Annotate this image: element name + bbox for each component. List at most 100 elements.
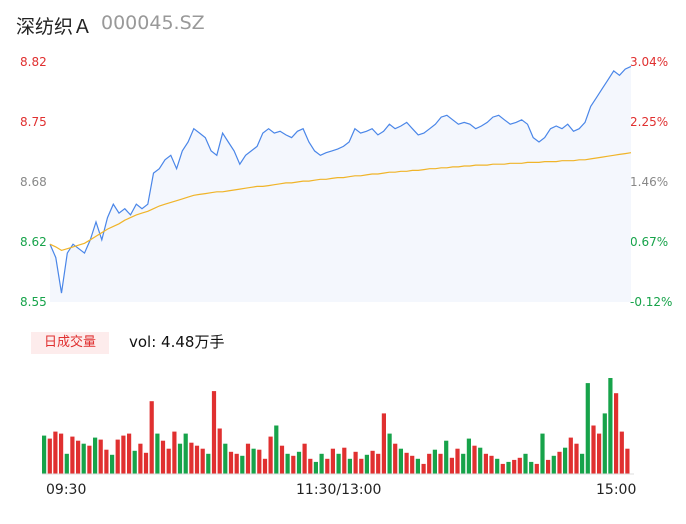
volume-bar — [512, 459, 517, 474]
volume-bar — [568, 437, 573, 474]
volume-bar — [127, 433, 132, 474]
volume-bar — [342, 447, 347, 474]
volume-bar — [602, 413, 607, 474]
volume-bar — [268, 436, 273, 474]
volume-bar — [466, 438, 471, 474]
volume-bar — [155, 433, 160, 474]
volume-bar — [444, 440, 449, 474]
volume-bar — [285, 453, 290, 474]
volume-bar — [404, 452, 409, 474]
volume-bar — [228, 451, 234, 474]
volume-bar — [336, 453, 341, 474]
volume-bar — [546, 459, 551, 474]
volume-bar — [110, 454, 115, 474]
volume-bar — [240, 455, 245, 474]
volume-bar — [410, 455, 415, 474]
volume-bar — [313, 461, 318, 474]
volume-bar — [500, 463, 505, 474]
price-tick-label-0: 8.82 — [20, 55, 47, 69]
volume-bar — [223, 443, 228, 474]
volume-bar — [330, 448, 335, 474]
volume-bar — [234, 453, 239, 474]
volume-bar — [251, 448, 256, 474]
time-label-close: 15:00 — [596, 482, 637, 498]
volume-bar — [472, 445, 477, 474]
volume-bar — [217, 428, 222, 474]
volume-bar — [551, 455, 556, 474]
volume-bar — [262, 458, 268, 474]
volume-bar — [149, 401, 154, 474]
volume-bar — [42, 435, 47, 474]
volume-bar — [393, 443, 398, 474]
pct-tick-label-4: -0.12% — [630, 295, 673, 309]
volume-bar — [495, 458, 500, 474]
volume-bar — [206, 453, 211, 474]
time-label-open: 09:30 — [46, 482, 87, 498]
volume-bar — [608, 378, 613, 474]
volume-bar — [189, 442, 194, 474]
volume-bar — [585, 383, 590, 474]
volume-bar — [574, 443, 579, 474]
volume-bar — [438, 453, 443, 474]
volume-bar — [529, 461, 534, 474]
volume-bar — [81, 443, 86, 474]
volume-bar — [183, 433, 188, 474]
volume-bar — [381, 413, 386, 474]
volume-bar — [364, 454, 369, 474]
volume-bar — [591, 425, 596, 474]
pct-tick-label-0: 3.04% — [630, 55, 669, 69]
volume-bar — [166, 448, 171, 474]
volume-bar — [93, 437, 98, 474]
volume-bar — [70, 436, 75, 474]
volume-bar — [200, 448, 205, 474]
volume-bar — [359, 458, 364, 474]
volume-bar — [47, 438, 52, 474]
volume-bar — [580, 453, 585, 474]
volume-bar — [478, 447, 483, 474]
volume-bar — [523, 453, 528, 474]
volume-bar — [64, 453, 69, 474]
stock-name: 深纺织Ａ — [16, 16, 93, 38]
price-tick-label-2: 8.68 — [20, 175, 47, 189]
volume-badge[interactable]: 日成交量 — [31, 332, 109, 354]
volume-bar — [274, 425, 279, 474]
volume-bar — [625, 448, 630, 474]
volume-bar — [370, 450, 375, 474]
volume-bar — [619, 431, 624, 474]
pct-tick-label-3: 0.67% — [630, 235, 669, 249]
volume-bar — [557, 451, 562, 474]
price-tick-label-4: 8.55 — [20, 295, 47, 309]
pct-tick-label-2: 1.46% — [630, 175, 669, 189]
volume-bar — [614, 393, 619, 474]
volume-bar — [177, 443, 183, 474]
volume-bar — [291, 455, 296, 474]
time-label-mid: 11:30/13:00 — [296, 482, 382, 498]
volume-bar — [540, 433, 545, 474]
volume-bar — [257, 449, 262, 474]
volume-bar — [138, 443, 143, 474]
volume-bar — [489, 455, 494, 474]
volume-bar — [387, 433, 392, 474]
volume-bar — [415, 458, 420, 474]
volume-bar — [121, 435, 126, 474]
volume-bar — [319, 453, 324, 474]
volume-bar — [449, 457, 454, 474]
volume-bar — [398, 448, 403, 474]
volume-bar — [421, 463, 426, 474]
volume-bar — [483, 453, 488, 474]
volume-bar — [87, 445, 92, 474]
volume-bar — [432, 449, 437, 474]
volume-bar — [143, 452, 149, 474]
volume-bar — [308, 458, 313, 474]
volume-bar — [132, 450, 137, 474]
volume-bar — [76, 440, 81, 474]
volume-bar — [279, 445, 285, 474]
volume-bar — [115, 439, 120, 474]
volume-bar — [98, 439, 103, 474]
volume-bar — [427, 453, 432, 474]
volume-bar — [517, 457, 522, 474]
price-line — [49, 65, 632, 294]
volume-bar — [172, 431, 177, 474]
volume-bar — [534, 463, 539, 474]
